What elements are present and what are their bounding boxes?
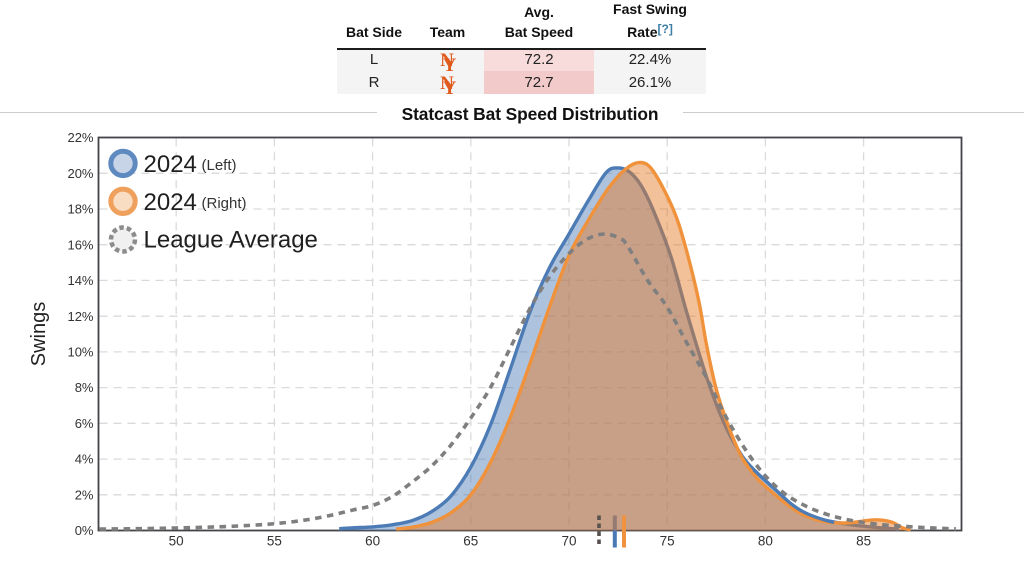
svg-text:18%: 18% xyxy=(67,202,93,217)
svg-text:Swings: Swings xyxy=(28,302,50,366)
svg-text:60: 60 xyxy=(365,534,380,549)
svg-text:2024: 2024 xyxy=(144,189,197,216)
svg-text:Y: Y xyxy=(442,55,456,72)
svg-text:League Average: League Average xyxy=(144,227,318,254)
svg-text:80: 80 xyxy=(758,534,773,549)
svg-text:85: 85 xyxy=(856,534,871,549)
svg-text:Y: Y xyxy=(442,78,456,95)
svg-text:(Left): (Left) xyxy=(202,157,237,174)
svg-text:50: 50 xyxy=(169,534,184,549)
svg-text:0%: 0% xyxy=(75,523,94,538)
svg-text:N: N xyxy=(440,73,454,94)
svg-text:22%: 22% xyxy=(67,130,93,145)
svg-text:70: 70 xyxy=(561,534,576,549)
svg-text:20%: 20% xyxy=(67,166,93,181)
svg-text:N: N xyxy=(440,50,454,71)
svg-text:10%: 10% xyxy=(67,345,93,360)
svg-text:65: 65 xyxy=(463,534,478,549)
svg-text:8%: 8% xyxy=(75,380,94,395)
svg-text:55: 55 xyxy=(267,534,282,549)
svg-text:75: 75 xyxy=(660,534,675,549)
svg-text:12%: 12% xyxy=(67,309,93,324)
svg-text:16%: 16% xyxy=(67,237,93,252)
svg-text:(Right): (Right) xyxy=(202,195,247,212)
svg-text:2%: 2% xyxy=(75,487,94,502)
svg-text:4%: 4% xyxy=(75,452,94,467)
svg-text:14%: 14% xyxy=(67,273,93,288)
svg-text:6%: 6% xyxy=(75,416,94,431)
svg-text:2024: 2024 xyxy=(144,151,197,178)
